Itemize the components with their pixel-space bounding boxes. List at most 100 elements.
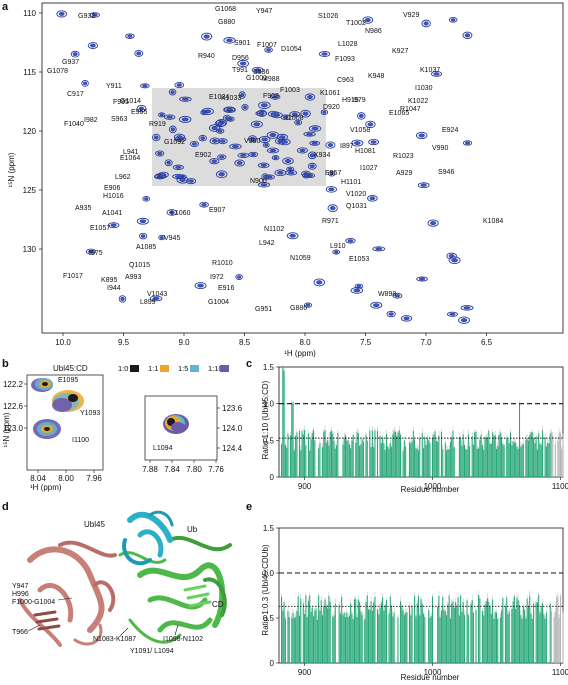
peak-label: G1078: [47, 68, 68, 75]
peak-contour: [300, 109, 311, 118]
peak-label: K1084: [483, 218, 503, 225]
bar: [447, 449, 449, 477]
bar: [332, 616, 334, 663]
bar: [448, 595, 450, 663]
bar: [530, 432, 532, 477]
bar: [342, 444, 344, 477]
bar: [511, 608, 513, 663]
bar: [291, 403, 293, 477]
peak-label: S901: [234, 40, 250, 47]
peak-contour: [320, 109, 329, 116]
peak-label: V1043: [147, 291, 167, 298]
bar: [492, 432, 494, 477]
peak-label: H1081: [355, 148, 376, 155]
bar: [545, 446, 547, 477]
bar: [389, 596, 391, 663]
peak-label: V929: [403, 12, 419, 19]
peak-contour: [313, 278, 326, 287]
panel-letter-c: c: [246, 358, 252, 370]
x-tick-label: 7.80: [186, 465, 202, 474]
peak-contour: [185, 178, 197, 185]
bar: [296, 432, 298, 477]
peak-contour: [282, 157, 294, 165]
bar: [507, 614, 509, 663]
bar: [451, 437, 453, 477]
peak-contour: [142, 196, 150, 202]
bar: [517, 600, 519, 663]
peak-label: I972: [210, 274, 224, 281]
bar: [544, 618, 546, 663]
peak-label: N986: [365, 28, 382, 35]
bar: [515, 442, 517, 477]
x-tick-label: 7.76: [208, 465, 224, 474]
bar: [489, 605, 491, 663]
bar: [359, 445, 361, 477]
peak-label: D920: [323, 104, 340, 111]
peak-contour: [174, 82, 185, 89]
residue-label-y947: Y947: [12, 583, 28, 590]
bar: [447, 604, 449, 663]
bar: [541, 603, 544, 663]
bar: [382, 597, 384, 663]
x-tick-label: 900: [298, 668, 312, 677]
peak-contour: [168, 125, 177, 134]
bar: [552, 435, 554, 477]
bar: [453, 607, 455, 663]
y-tick-label: 0.5: [263, 614, 275, 623]
peak-contour: [370, 301, 383, 309]
bar: [508, 611, 510, 663]
bar: [421, 432, 423, 477]
bar: [562, 437, 564, 477]
bar: [397, 617, 399, 663]
bar: [402, 450, 404, 477]
x-tick-label: 1000: [424, 668, 442, 677]
peak-label: I1008: [286, 115, 304, 122]
bar: [300, 450, 302, 477]
peak-contour: [307, 151, 317, 160]
peak-contour: [421, 19, 431, 28]
peak-contour: [446, 311, 458, 317]
bar: [446, 615, 448, 663]
cd-label: CD: [212, 600, 224, 609]
bar: [461, 445, 463, 477]
bar: [417, 450, 419, 477]
bar: [383, 443, 385, 477]
bar: [319, 442, 321, 477]
bar: [342, 615, 344, 663]
peak-label: I982: [84, 117, 98, 124]
x-tick-label: 8.00: [58, 474, 74, 483]
y-axis-label: ¹⁵N (ppm): [7, 152, 16, 187]
bar: [501, 437, 503, 477]
peak-label: G1001: [246, 75, 267, 82]
peak-contour: [303, 131, 316, 137]
peak-contour: [294, 119, 303, 126]
bar: [295, 617, 297, 663]
bar: [380, 443, 382, 477]
bar: [281, 596, 283, 663]
bar: [293, 450, 295, 477]
x-tick-label: 900: [298, 482, 312, 491]
x-tick-label: 8.0: [299, 338, 311, 347]
bar: [431, 437, 434, 477]
bar: [527, 440, 530, 477]
bar: [369, 609, 371, 663]
ubl45-label: Ubl45: [84, 520, 105, 529]
bar: [495, 448, 498, 477]
bar: [438, 595, 440, 663]
bar: [520, 614, 522, 663]
bar: [548, 443, 550, 477]
bar: [511, 444, 513, 477]
bar: [466, 600, 468, 663]
bar: [492, 599, 494, 663]
residue-label-n1083-k1087: N1083-K1087: [93, 636, 136, 643]
bar: [516, 446, 518, 477]
peak-contour: [176, 176, 189, 184]
bar: [557, 595, 559, 663]
peak-contour: [386, 310, 396, 318]
peak-contour: [332, 249, 341, 255]
bar: [397, 432, 399, 477]
residue-label-h996: H996: [12, 591, 29, 598]
peak-contour: [87, 42, 99, 49]
peak-label: G951: [255, 306, 272, 313]
peak-label: G932: [78, 13, 95, 20]
